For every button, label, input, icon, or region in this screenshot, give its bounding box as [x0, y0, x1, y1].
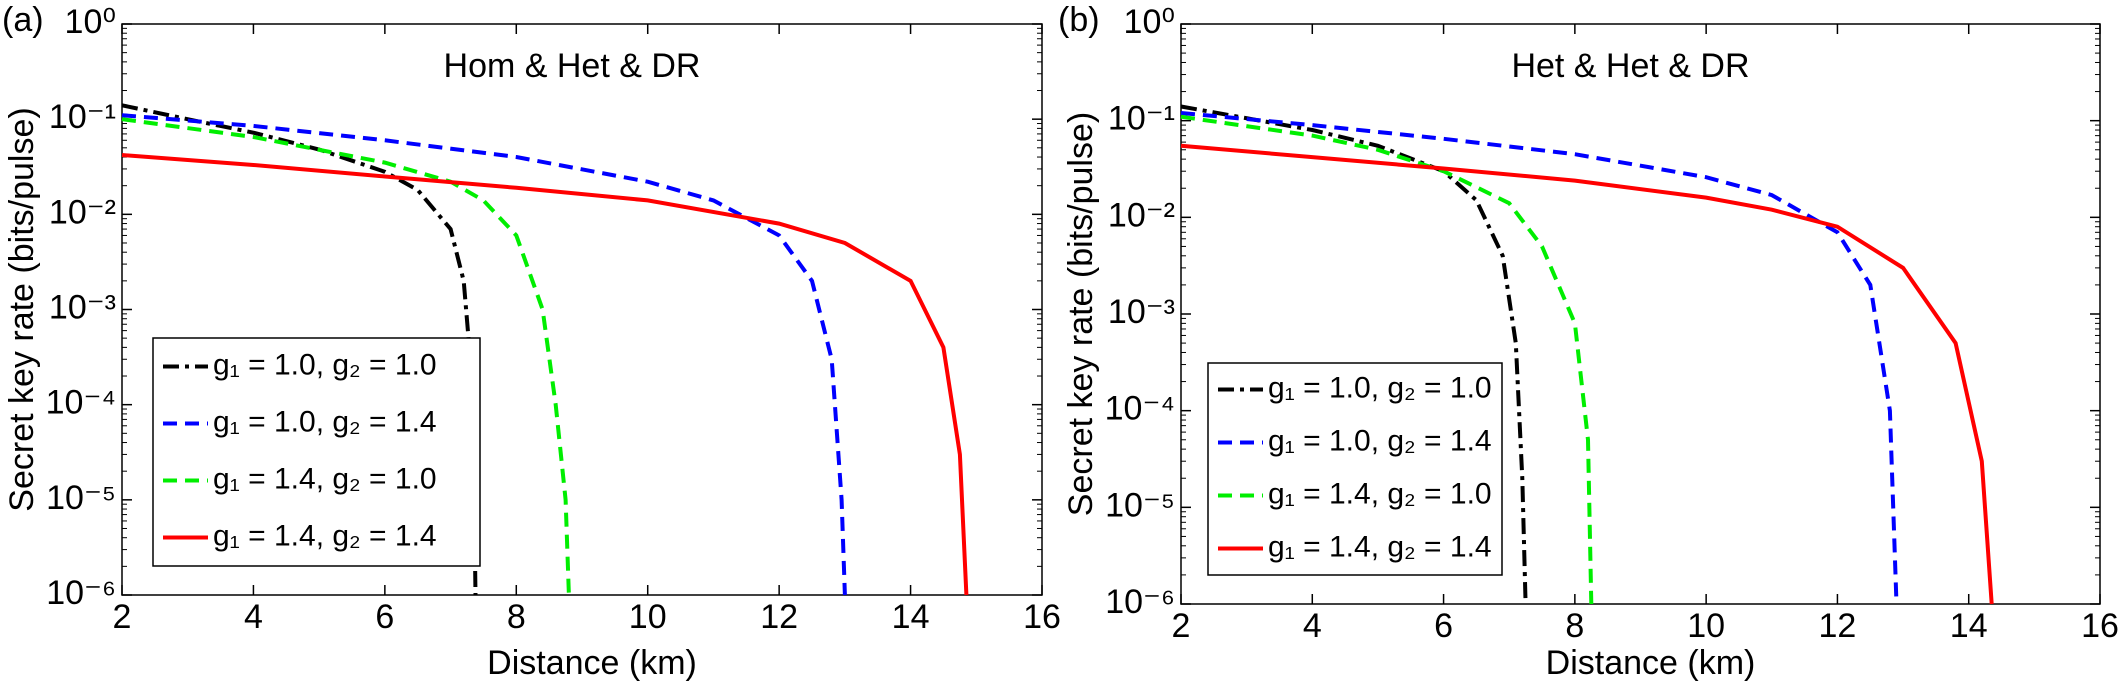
- panel-label: (b): [1058, 1, 1100, 39]
- x-tick-label: 14: [1950, 607, 1988, 645]
- y-tick-label: 10⁻¹: [1108, 100, 1175, 138]
- y-tick-label: 10⁻²: [1108, 196, 1175, 234]
- legend-label: g₁ = 1.4, g₂ = 1.4: [213, 519, 437, 552]
- x-tick-label: 14: [892, 598, 930, 636]
- x-tick-label: 16: [1023, 598, 1061, 636]
- legend-label: g₁ = 1.0, g₂ = 1.0: [1268, 371, 1492, 404]
- y-tick-label: 10⁻¹: [49, 98, 116, 136]
- x-tick-label: 12: [1819, 607, 1857, 645]
- chart-title: Hom & Het & DR: [444, 47, 701, 85]
- x-tick-label: 12: [760, 598, 798, 636]
- series-line: [1180, 114, 1594, 605]
- y-tick-label: 10⁻³: [1108, 293, 1175, 331]
- legend-label: g₁ = 1.0, g₂ = 1.4: [213, 405, 437, 438]
- x-tick-label: 6: [375, 598, 394, 636]
- y-tick-label: 10⁻⁴: [46, 384, 116, 422]
- y-tick-label: 10⁻⁵: [1105, 486, 1175, 524]
- legend-box: [152, 337, 481, 567]
- legend-label: g₁ = 1.4, g₂ = 1.4: [1268, 530, 1492, 563]
- x-tick-label: 4: [244, 598, 263, 636]
- y-tick-label: 10⁻⁶: [46, 574, 116, 612]
- x-tick-label: 8: [507, 598, 526, 636]
- y-tick-label: 10⁻²: [49, 193, 116, 231]
- series-line: [1180, 104, 1528, 605]
- legend-label: g₁ = 1.4, g₂ = 1.0: [213, 462, 437, 495]
- y-tick-label: 10⁻⁴: [1105, 390, 1175, 428]
- legend-label: g₁ = 1.4, g₂ = 1.0: [1268, 477, 1492, 510]
- chart-title: Het & Het & DR: [1511, 47, 1749, 85]
- x-tick-label: 4: [1303, 607, 1322, 645]
- x-axis-label: Distance (km): [487, 644, 697, 682]
- x-tick-label: 2: [1172, 607, 1191, 645]
- x-tick-label: 10: [629, 598, 667, 636]
- legend-label: g₁ = 1.0, g₂ = 1.0: [213, 348, 437, 381]
- panel-label: (a): [2, 1, 44, 39]
- y-tick-label: 10⁰: [65, 3, 116, 41]
- y-axis-label: Secret key rate (bits/pulse): [1062, 112, 1100, 516]
- x-tick-label: 10: [1687, 607, 1725, 645]
- series-line: [1180, 143, 1994, 605]
- x-tick-label: 16: [2081, 607, 2119, 645]
- y-tick-label: 10⁻⁶: [1105, 583, 1175, 621]
- series-line: [1180, 111, 1899, 605]
- series-line: [121, 117, 571, 596]
- series-line: [121, 113, 847, 596]
- y-tick-label: 10⁰: [1124, 3, 1175, 41]
- legend-label: g₁ = 1.0, g₂ = 1.4: [1268, 424, 1492, 457]
- x-tick-label: 2: [113, 598, 132, 636]
- y-axis-label: Secret key rate (bits/pulse): [3, 107, 41, 511]
- x-axis-label: Distance (km): [1546, 644, 1756, 682]
- x-tick-label: 8: [1565, 607, 1584, 645]
- series-line: [121, 153, 969, 596]
- x-tick-label: 6: [1434, 607, 1453, 645]
- y-tick-label: 10⁻⁵: [46, 479, 116, 517]
- legend-box: [1207, 362, 1503, 576]
- y-tick-label: 10⁻³: [49, 288, 116, 326]
